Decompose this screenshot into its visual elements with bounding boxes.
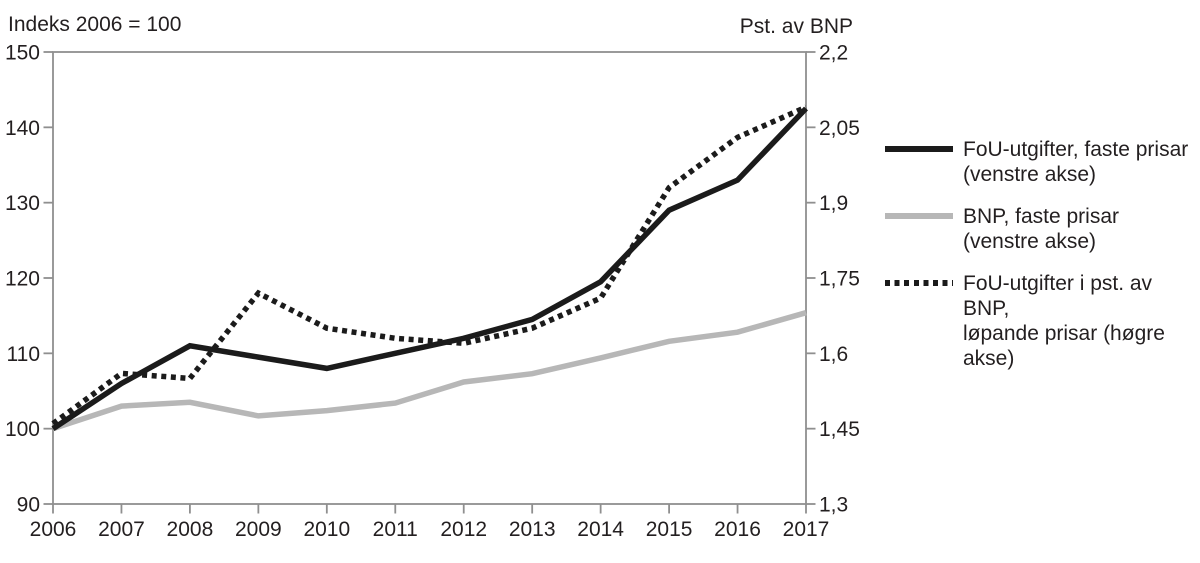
left-axis-tick-label: 90 xyxy=(17,494,40,517)
x-axis-year-label: 2010 xyxy=(303,518,350,541)
right-axis-tick-label: 1,6 xyxy=(819,343,848,366)
series-line-1 xyxy=(51,106,808,431)
right-axis-title: Pst. av BNP xyxy=(740,15,853,38)
x-axis-year-label: 2016 xyxy=(714,518,761,541)
legend-item-3: FoU-utgifter i pst. av BNP, løpande prisa… xyxy=(885,271,1200,371)
right-axis-tick-label: 1,45 xyxy=(819,418,860,441)
left-axis-tick-label: 110 xyxy=(7,343,40,366)
legend-line-sample xyxy=(885,280,953,286)
plot-area: 90 100 110 120 130 140 150 1,3 1,45 1,6 1,75 1,9 2,0… xyxy=(5,42,860,542)
x-axis-year-label: 2006 xyxy=(30,518,77,541)
series-line-2 xyxy=(52,310,807,432)
x-axis-year-label: 2015 xyxy=(646,518,693,541)
plot-frame xyxy=(52,51,807,505)
legend-line-sample xyxy=(885,213,953,219)
x-axis-year-label: 2017 xyxy=(783,518,830,541)
x-axis-year-label: 2011 xyxy=(373,518,418,541)
right-axis-tick-label: 1,3 xyxy=(819,494,848,517)
left-axis-tick-label: 130 xyxy=(5,192,40,215)
right-axis-tick-label: 2,2 xyxy=(819,42,848,65)
legend-label: FoU-utgifter, faste prisar (venstre akse) xyxy=(963,138,1189,186)
x-axis-year-label: 2008 xyxy=(167,518,214,541)
x-axis-year-label: 2014 xyxy=(577,518,624,541)
x-axis-year-label: 2012 xyxy=(440,518,487,541)
legend-label: BNP, faste prisar (venstre akse) xyxy=(963,205,1120,253)
series-line-3 xyxy=(51,104,808,426)
left-axis-title: Indeks 2006 = 100 xyxy=(8,13,181,36)
x-axis-year-label: 2013 xyxy=(509,518,556,541)
left-axis-tick-label: 120 xyxy=(5,268,40,291)
right-axis-tick-label: 1,75 xyxy=(819,268,860,291)
left-axis-tick-label: 100 xyxy=(5,418,40,441)
legend-line-sample xyxy=(885,146,953,152)
left-axis-tick-label: 150 xyxy=(5,42,40,65)
legend-item-2: BNP, faste prisar (venstre akse) xyxy=(885,204,1200,254)
legend: FoU-utgifter, faste prisar (venstre akse)… xyxy=(885,137,1200,371)
right-axis-tick-label: 1,9 xyxy=(819,192,848,215)
x-axis-year-label: 2009 xyxy=(235,518,282,541)
right-axis-tick-label: 2,05 xyxy=(819,117,860,140)
legend-item-1: FoU-utgifter, faste prisar (venstre akse) xyxy=(885,137,1200,187)
left-axis-tick-label: 140 xyxy=(5,117,40,140)
x-axis-year-label: 2007 xyxy=(98,518,145,541)
legend-label: FoU-utgifter i pst. av BNP, løpande prisa… xyxy=(963,272,1165,370)
